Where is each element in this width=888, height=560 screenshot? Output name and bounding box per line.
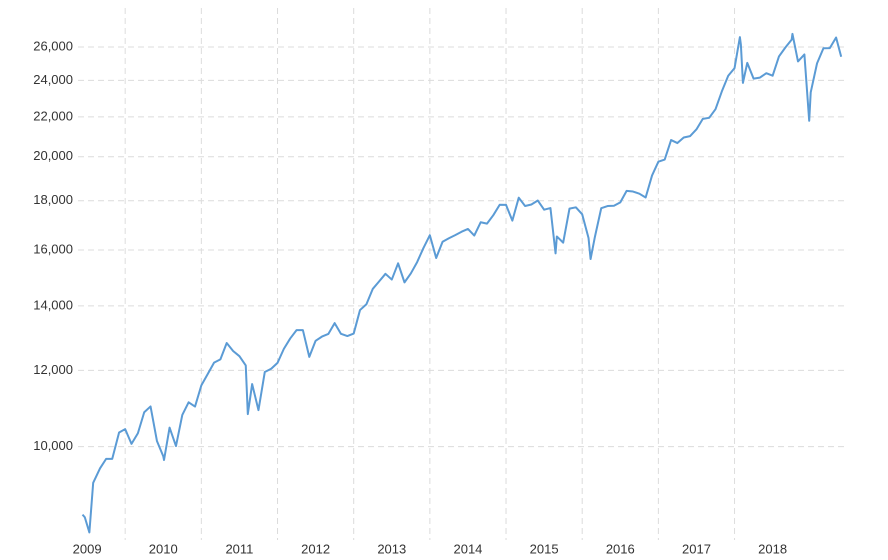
x-tick-label: 2014: [453, 541, 482, 556]
y-tick-label: 10,000: [33, 438, 73, 453]
x-tick-label: 2012: [301, 541, 330, 556]
x-tick-label: 2009: [73, 541, 102, 556]
x-tick-label: 2017: [682, 541, 711, 556]
x-tick-label: 2015: [530, 541, 559, 556]
y-tick-label: 12,000: [33, 362, 73, 377]
x-tick-label: 2018: [758, 541, 787, 556]
y-tick-label: 26,000: [33, 38, 73, 53]
x-tick-label: 2013: [377, 541, 406, 556]
data-line: [81, 32, 843, 534]
y-tick-label: 22,000: [33, 108, 73, 123]
y-tick-label: 14,000: [33, 297, 73, 312]
y-tick-label: 16,000: [33, 241, 73, 256]
y-tick-label: 24,000: [33, 72, 73, 87]
x-tick-label: 2016: [606, 541, 635, 556]
x-tick-label: 2011: [225, 541, 253, 556]
y-tick-label: 18,000: [33, 192, 73, 207]
x-tick-label: 2010: [149, 541, 178, 556]
y-tick-label: 20,000: [33, 148, 73, 163]
